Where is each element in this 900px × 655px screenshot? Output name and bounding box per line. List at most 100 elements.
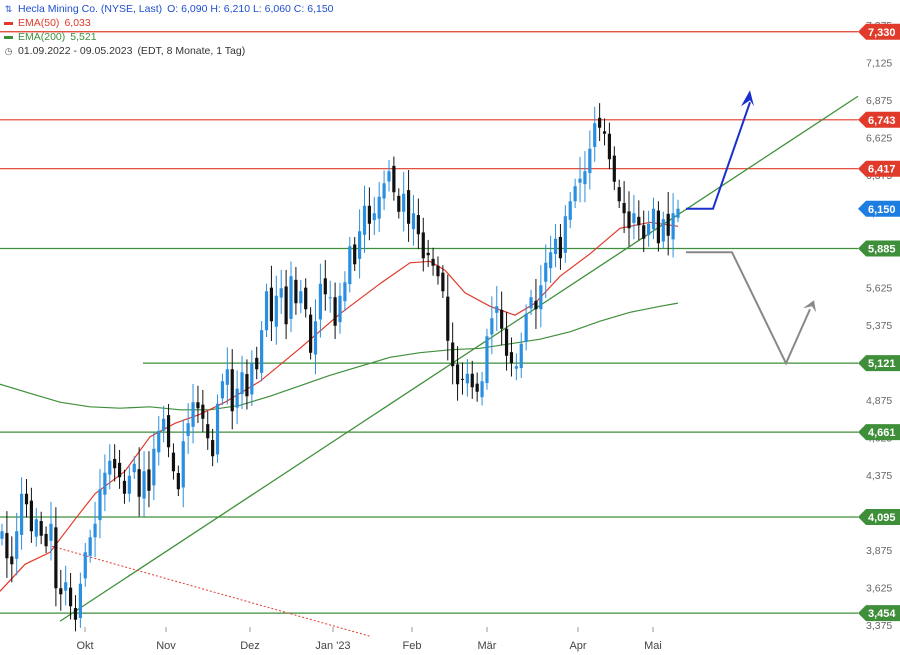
candle-body <box>637 216 641 226</box>
candle-body <box>157 430 161 453</box>
candle-body <box>73 608 78 620</box>
candle-body <box>240 372 244 395</box>
support-badge-label: 5,121 <box>868 358 896 370</box>
candle-body <box>632 213 636 223</box>
support-badge <box>858 240 900 257</box>
support-badge-label: 4,095 <box>868 512 896 524</box>
legend-range: 01.09.2022 - 09.05.2023 <box>18 45 133 57</box>
candle-body <box>416 215 420 235</box>
legend-range-info: (EDT, 8 Monate, 1 Tag) <box>137 45 246 57</box>
candle-body <box>10 556 14 565</box>
candle-body <box>88 537 92 556</box>
resistance-badge-label: 6,417 <box>868 164 896 176</box>
clock-icon: ◷ <box>4 45 13 56</box>
candle-body <box>470 373 474 388</box>
candle-body <box>309 314 313 353</box>
candle-body <box>343 282 347 302</box>
candle-body <box>250 363 254 395</box>
legend-ema200-label: EMA(200) <box>18 31 66 43</box>
support-badge <box>858 509 900 525</box>
candle-body <box>108 460 112 475</box>
candle-body <box>49 523 53 541</box>
candle-body <box>235 388 239 408</box>
candle-body <box>5 533 9 559</box>
candle-body <box>583 171 587 185</box>
bullish-scenario-path <box>686 101 751 210</box>
candle-body <box>539 285 543 310</box>
candle-body <box>406 190 411 224</box>
legend-ema50-label: EMA(50) <box>18 17 60 29</box>
candle-body <box>563 216 567 253</box>
y-tick-label: 3,625 <box>866 583 892 595</box>
candle-body <box>98 489 102 521</box>
candle-body <box>446 296 450 341</box>
resistance-badge <box>858 23 900 40</box>
candle-body <box>269 287 274 322</box>
x-tick-label: Mär <box>478 640 497 652</box>
candle-body <box>485 336 489 384</box>
candle-body <box>377 196 381 219</box>
candle-body <box>323 278 327 295</box>
y-tick-label: 5,375 <box>866 320 892 332</box>
candle-body <box>411 213 416 230</box>
candle-body <box>68 587 73 607</box>
candle-body <box>622 203 626 214</box>
candle-body <box>647 223 651 236</box>
candle-body <box>176 473 180 490</box>
candle-body <box>289 276 293 319</box>
candle-body <box>15 531 19 559</box>
candle-body <box>524 313 528 342</box>
bearish-scenario-path <box>686 251 811 366</box>
candle-body <box>367 205 371 224</box>
bars-icon: ⇅ <box>4 3 13 14</box>
candle-body <box>318 283 323 320</box>
candle-body <box>612 155 616 182</box>
candle-body <box>397 195 401 212</box>
y-tick-label: 6,625 <box>866 133 892 145</box>
candle-body <box>544 262 548 282</box>
resistance-badge <box>858 160 900 177</box>
candle-body <box>382 183 386 199</box>
candle-body <box>465 373 469 384</box>
candle-body <box>627 211 631 229</box>
candle-body <box>147 469 151 491</box>
candle-body <box>34 519 38 537</box>
support-badge <box>858 605 900 622</box>
candle-body <box>245 374 249 397</box>
candle-body <box>113 458 117 469</box>
candle-body <box>78 583 82 618</box>
candle-body <box>553 238 558 255</box>
candle-body <box>617 187 621 202</box>
candle-body <box>29 500 33 532</box>
candle-body <box>402 193 406 212</box>
candle-body <box>294 279 298 304</box>
candle-body <box>220 381 225 399</box>
ema200-line <box>0 302 679 411</box>
candle-body <box>509 352 514 364</box>
candle-body <box>152 448 156 486</box>
legend-ema200-value: 5,521 <box>70 31 97 43</box>
candle-body <box>338 295 342 323</box>
candle-body <box>504 328 509 356</box>
candle-body <box>666 213 670 236</box>
candle-body <box>206 424 210 439</box>
candle-body <box>362 205 367 235</box>
legend-ema50-value: 6,033 <box>64 17 91 29</box>
downtrend-line <box>51 545 371 637</box>
candle-body <box>558 236 563 259</box>
candle-body <box>598 117 602 128</box>
candle-body <box>304 287 308 310</box>
candle-body <box>455 364 460 385</box>
candle-body <box>260 330 264 373</box>
candle-body <box>651 208 656 230</box>
candle-body <box>519 343 523 369</box>
legend-title: Hecla Mining Co. (NYSE, Last) <box>18 3 163 15</box>
candle-body <box>642 225 646 239</box>
x-tick-label: Okt <box>76 640 93 652</box>
candle-body <box>451 342 455 367</box>
candle-body <box>64 582 68 591</box>
candle-body <box>656 210 661 244</box>
candle-body <box>529 297 533 309</box>
candle-body <box>421 232 425 259</box>
